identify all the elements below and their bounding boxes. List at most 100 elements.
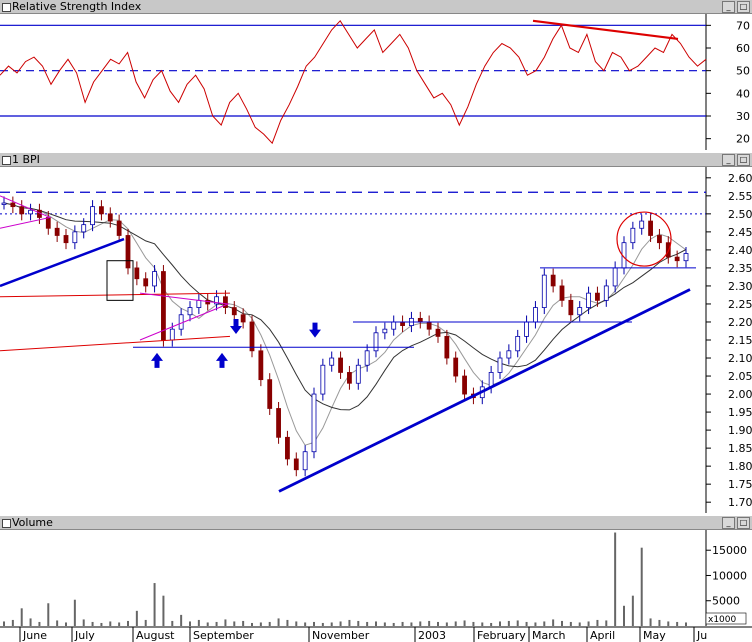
signal-arrow-icon	[151, 352, 163, 368]
price-tick-label: 2.35	[728, 262, 752, 275]
volume-bar	[383, 622, 386, 626]
price-candle	[54, 227, 60, 236]
volume-bar	[463, 620, 466, 626]
price-candle	[125, 235, 131, 269]
price-candle	[373, 332, 379, 352]
rsi-panel: 20 30 40 50 60 70	[0, 14, 750, 150]
volume-bar	[313, 621, 315, 626]
price-candle	[462, 375, 467, 395]
rsi-series-line	[0, 19, 707, 145]
price-tick-label: 1.90	[728, 424, 752, 437]
x-axis-label: Ju	[696, 629, 707, 642]
price-candle	[338, 357, 343, 373]
volume-bar	[631, 595, 634, 626]
price-candle	[515, 335, 521, 352]
price-candle	[152, 271, 157, 287]
volume-tick-label: 5000	[712, 595, 740, 608]
x-axis-label: February	[477, 629, 526, 642]
volume-bar	[295, 621, 298, 626]
volume-bar	[277, 618, 280, 626]
price-candle	[45, 217, 51, 229]
price-tick-label: 2.00	[728, 388, 752, 401]
price-candle	[143, 278, 149, 287]
volume-panel-title: Volume	[12, 516, 53, 529]
volume-bar	[366, 621, 369, 626]
price-tick-label: 2.50	[728, 208, 752, 221]
volume-bar	[649, 618, 652, 626]
volume-bar	[685, 622, 687, 626]
x-axis-label: November	[312, 629, 370, 642]
price-tick-label: 1.85	[728, 442, 752, 455]
rsi-panel-title-bar: Relative Strength Index _ □	[0, 0, 752, 14]
volume-bar	[65, 622, 67, 626]
volume-bar	[206, 622, 209, 626]
price-candle	[639, 220, 645, 229]
price-candle	[568, 299, 574, 316]
volume-bar	[11, 619, 14, 626]
price-candle	[178, 314, 184, 330]
x-axis: June July August September November 2003 Febru…	[0, 626, 752, 642]
maximize-icon[interactable]: □	[737, 1, 750, 13]
panel-square-icon	[2, 3, 11, 12]
volume-bar	[516, 620, 519, 626]
price-candle	[116, 220, 122, 236]
x-axis-label: August	[136, 629, 175, 642]
minimize-icon[interactable]: _	[722, 154, 735, 166]
volume-bar	[481, 622, 484, 626]
price-candle	[240, 314, 246, 323]
price-candle	[72, 231, 78, 244]
price-candle	[285, 436, 290, 460]
price-candle	[214, 296, 219, 305]
top-highlight-circle	[616, 211, 672, 267]
volume-panel: 5000 10000 15000 x1000	[0, 530, 747, 626]
price-tick-label: 2.25	[728, 298, 752, 311]
price-candle	[648, 220, 653, 236]
major-support-trendline	[278, 288, 691, 493]
price-tick-label: 2.05	[728, 370, 752, 383]
volume-bar	[543, 621, 546, 626]
volume-bar	[499, 621, 501, 626]
volume-bar	[392, 622, 395, 626]
moving-average-short	[3, 202, 687, 446]
price-candle	[347, 372, 352, 384]
volume-bar	[561, 620, 563, 626]
price-candle	[329, 357, 335, 366]
volume-bar	[189, 621, 191, 626]
volume-bar	[605, 620, 608, 626]
volume-bar	[587, 621, 590, 626]
price-candle	[107, 213, 113, 222]
price-candle	[595, 292, 600, 301]
minimize-icon[interactable]: _	[722, 517, 735, 529]
price-candle	[249, 321, 255, 352]
x-axis-label: June	[22, 629, 47, 642]
price-candle	[161, 271, 166, 341]
rsi-tick-label: 30	[736, 110, 750, 123]
price-candle	[28, 209, 33, 215]
rsi-divergence-trendline	[532, 19, 679, 41]
price-candle	[506, 350, 512, 359]
maximize-icon[interactable]: □	[737, 154, 750, 166]
volume-bar	[109, 621, 112, 626]
price-tick-label: 1.95	[728, 406, 752, 419]
volume-bar	[162, 595, 165, 626]
price-candle	[657, 235, 662, 244]
maximize-icon[interactable]: □	[737, 517, 750, 529]
rsi-tick-label: 50	[736, 65, 750, 78]
price-panel-title-bar: 1 BPI _ □	[0, 153, 752, 167]
panel-square-icon	[2, 519, 11, 528]
volume-bar	[490, 622, 493, 626]
minimize-icon[interactable]: _	[722, 1, 735, 13]
volume-bar	[552, 619, 555, 626]
price-candle	[524, 321, 529, 337]
volume-bar	[127, 620, 129, 626]
volume-bar	[401, 621, 404, 626]
price-candle	[435, 328, 441, 337]
price-panel-title: 1 BPI	[12, 153, 40, 166]
price-candle	[541, 274, 547, 308]
price-candle	[355, 364, 361, 384]
price-candle	[293, 458, 299, 471]
price-candle	[231, 307, 237, 316]
price-candle	[196, 299, 202, 308]
